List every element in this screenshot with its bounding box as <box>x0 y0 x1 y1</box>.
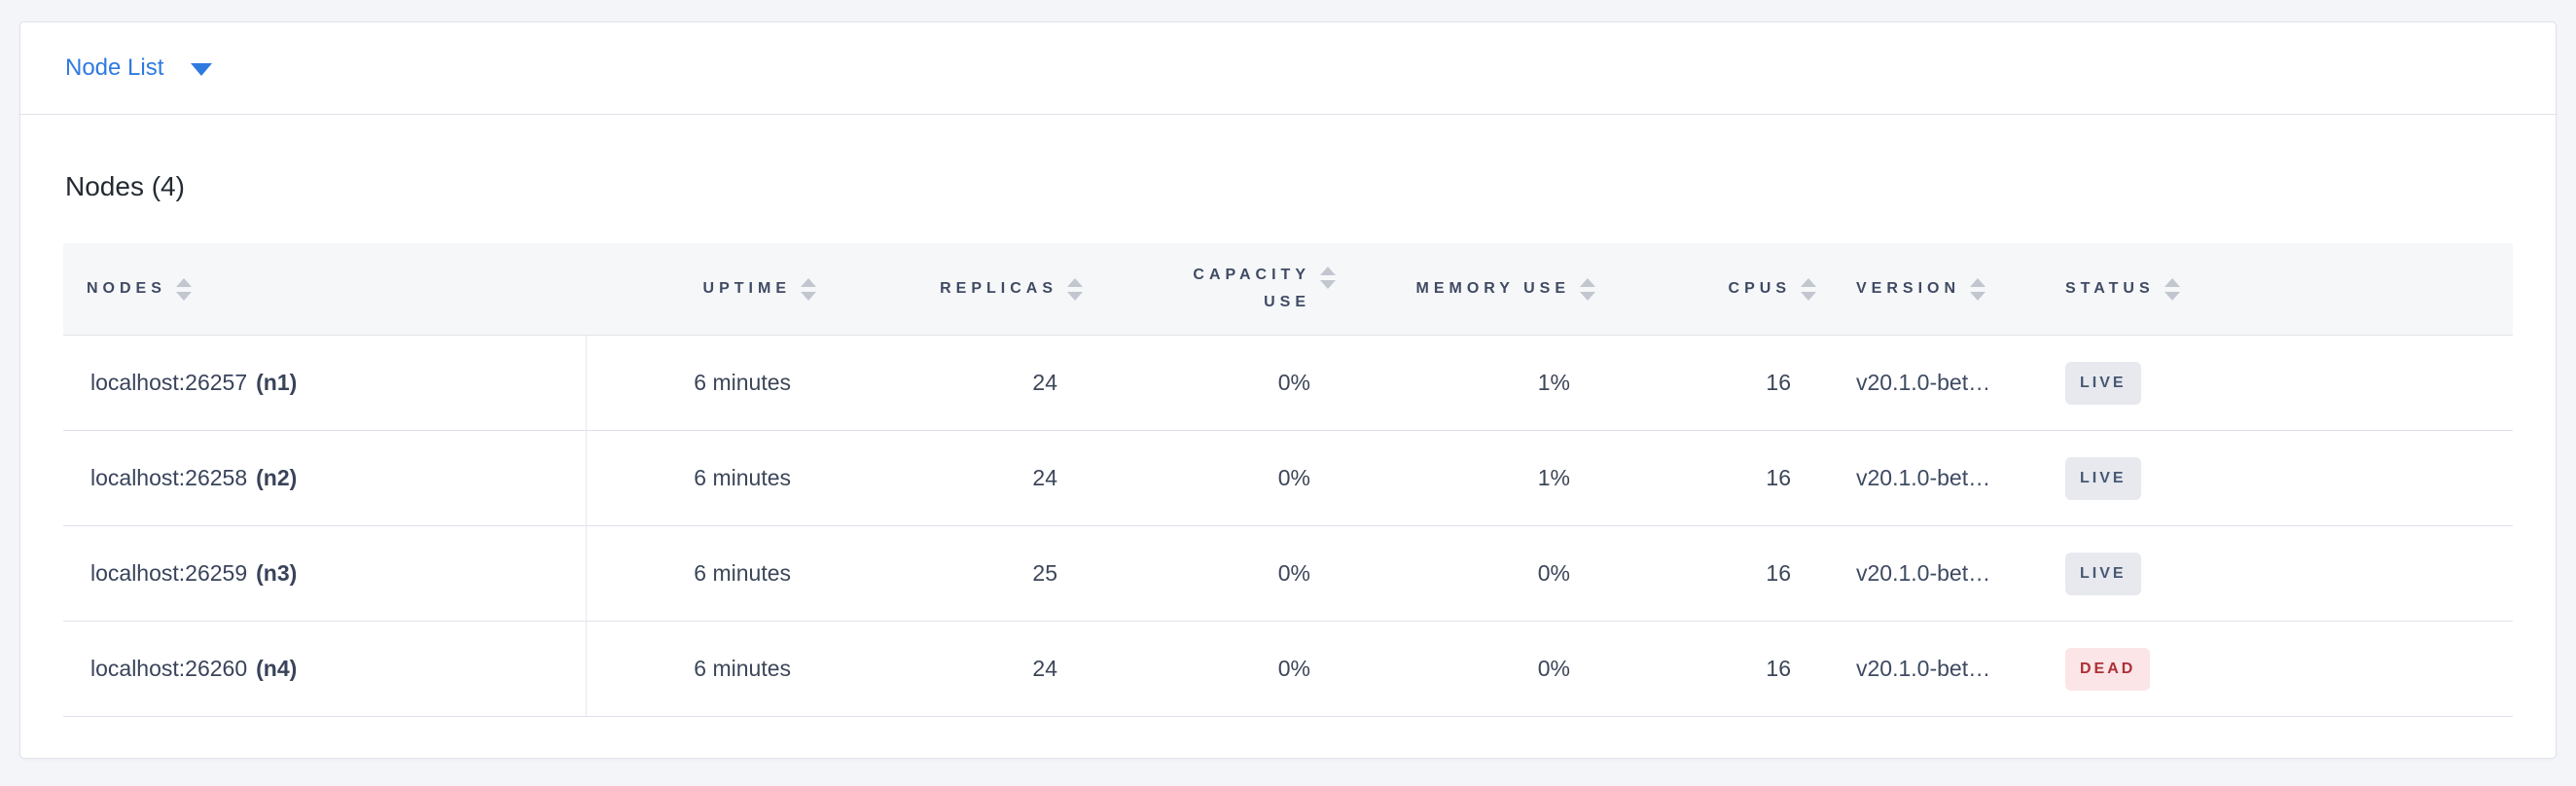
column-header-label: MEMORY USE <box>1415 280 1570 297</box>
version-cell: v20.1.0-bet… <box>1824 526 2046 622</box>
replicas-cell: 24 <box>824 622 1091 717</box>
uptime-cell: 6 minutes <box>587 622 824 717</box>
status-badge: LIVE <box>2065 361 2141 405</box>
node-address-cell[interactable]: localhost:26259 (n3) <box>63 526 587 622</box>
page-title: Nodes (4) <box>65 171 185 201</box>
capacity-use-cell: 0% <box>1091 526 1343 622</box>
column-header-capacity-use[interactable]: CAPACITY USE <box>1091 243 1343 336</box>
column-header-label: VERSION <box>1856 280 1961 297</box>
node-address: localhost:26258 <box>90 465 248 490</box>
node-id: (n2) <box>256 465 298 490</box>
node-list-card: Node List Nodes (4) NODES UPTIME REPLICA… <box>19 21 2557 759</box>
column-header-replicas[interactable]: REPLICAS <box>824 243 1091 336</box>
view-dropdown-label: Node List <box>65 54 164 81</box>
column-header-version[interactable]: VERSION <box>1824 243 2046 336</box>
column-header-cpus[interactable]: CPUS <box>1603 243 1824 336</box>
capacity-use-cell: 0% <box>1091 431 1343 526</box>
node-address: localhost:26260 <box>90 656 248 681</box>
status-badge: DEAD <box>2065 647 2151 691</box>
node-address-cell[interactable]: localhost:26260 (n4) <box>63 622 587 717</box>
nodes-table: NODES UPTIME REPLICAS CAPACITY USE MEMOR… <box>63 243 2513 717</box>
view-selector-bar: Node List <box>20 22 2556 115</box>
column-header-nodes[interactable]: NODES <box>63 243 587 336</box>
replicas-cell: 24 <box>824 431 1091 526</box>
capacity-use-cell: 0% <box>1091 336 1343 431</box>
node-address-cell[interactable]: localhost:26258 (n2) <box>63 431 587 526</box>
memory-use-cell: 0% <box>1343 526 1603 622</box>
replicas-cell: 25 <box>824 526 1091 622</box>
status-badge: LIVE <box>2065 552 2141 595</box>
cpus-cell: 16 <box>1603 526 1824 622</box>
node-id: (n1) <box>256 370 298 395</box>
capacity-use-cell: 0% <box>1091 622 1343 717</box>
node-address: localhost:26257 <box>90 370 248 395</box>
node-address: localhost:26259 <box>90 560 248 586</box>
column-header-uptime[interactable]: UPTIME <box>587 243 824 336</box>
sort-icon <box>1970 277 1986 301</box>
sort-icon <box>175 277 192 301</box>
column-header-label: NODES <box>87 280 166 297</box>
version-cell: v20.1.0-bet… <box>1824 336 2046 431</box>
status-cell: LIVE <box>2046 336 2513 431</box>
view-dropdown[interactable]: Node List <box>65 54 213 82</box>
sort-icon <box>1580 277 1595 301</box>
memory-use-cell: 0% <box>1343 622 1603 717</box>
node-address-cell[interactable]: localhost:26257 (n1) <box>63 336 587 431</box>
column-header-status[interactable]: STATUS <box>2046 243 2513 336</box>
uptime-cell: 6 minutes <box>587 431 824 526</box>
replicas-cell: 24 <box>824 336 1091 431</box>
nodes-section: Nodes (4) NODES UPTIME REPLICAS CAPACITY… <box>20 169 2556 717</box>
version-cell: v20.1.0-bet… <box>1824 431 2046 526</box>
column-header-label: REPLICAS <box>940 280 1057 297</box>
sort-icon <box>2164 277 2180 301</box>
column-header-label: STATUS <box>2065 280 2155 297</box>
column-header-label: CPUS <box>1728 280 1791 297</box>
memory-use-cell: 1% <box>1343 336 1603 431</box>
node-id: (n3) <box>256 560 298 586</box>
sort-icon <box>801 277 816 301</box>
column-header-label: CAPACITY USE <box>1193 267 1310 310</box>
sort-icon <box>1067 277 1083 301</box>
cpus-cell: 16 <box>1603 431 1824 526</box>
node-id: (n4) <box>256 656 298 681</box>
cpus-cell: 16 <box>1603 622 1824 717</box>
sort-icon <box>1801 277 1816 301</box>
sort-icon <box>1320 267 1336 289</box>
status-cell: DEAD <box>2046 622 2513 717</box>
status-cell: LIVE <box>2046 431 2513 526</box>
chevron-down-icon <box>191 63 213 76</box>
uptime-cell: 6 minutes <box>587 526 824 622</box>
uptime-cell: 6 minutes <box>587 336 824 431</box>
cpus-cell: 16 <box>1603 336 1824 431</box>
status-badge: LIVE <box>2065 456 2141 500</box>
version-cell: v20.1.0-bet… <box>1824 622 2046 717</box>
memory-use-cell: 1% <box>1343 431 1603 526</box>
column-header-label: UPTIME <box>702 280 791 297</box>
status-cell: LIVE <box>2046 526 2513 622</box>
column-header-memory-use[interactable]: MEMORY USE <box>1343 243 1603 336</box>
